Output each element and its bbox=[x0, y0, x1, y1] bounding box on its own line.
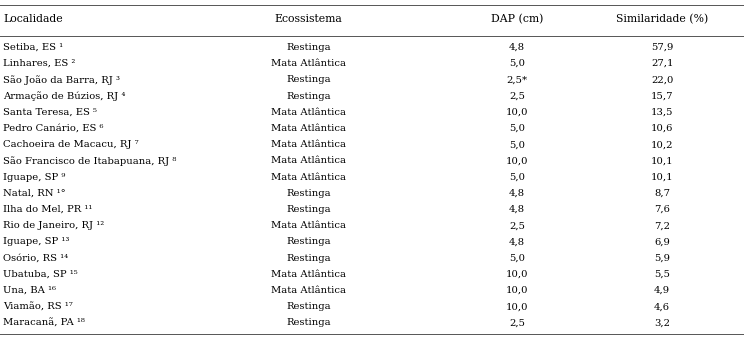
Text: Osório, RS ¹⁴: Osório, RS ¹⁴ bbox=[3, 254, 68, 263]
Text: 5,0: 5,0 bbox=[509, 59, 525, 68]
Text: 5,9: 5,9 bbox=[654, 254, 670, 263]
Text: 10,2: 10,2 bbox=[651, 140, 673, 149]
Text: 13,5: 13,5 bbox=[651, 108, 673, 117]
Text: 5,0: 5,0 bbox=[509, 140, 525, 149]
Text: Una, BA ¹⁶: Una, BA ¹⁶ bbox=[3, 286, 56, 295]
Text: Restinga: Restinga bbox=[286, 189, 331, 198]
Text: 4,8: 4,8 bbox=[509, 43, 525, 52]
Text: 7,2: 7,2 bbox=[654, 221, 670, 230]
Text: Natal, RN ¹°: Natal, RN ¹° bbox=[3, 189, 65, 198]
Text: 4,6: 4,6 bbox=[654, 302, 670, 311]
Text: São Francisco de Itabapuana, RJ ⁸: São Francisco de Itabapuana, RJ ⁸ bbox=[3, 156, 176, 166]
Text: Restinga: Restinga bbox=[286, 302, 331, 311]
Text: 4,9: 4,9 bbox=[654, 286, 670, 295]
Text: 5,0: 5,0 bbox=[509, 173, 525, 182]
Text: Mata Atlântica: Mata Atlântica bbox=[272, 270, 346, 279]
Text: 4,8: 4,8 bbox=[509, 205, 525, 214]
Text: 10,6: 10,6 bbox=[651, 124, 673, 133]
Text: 3,2: 3,2 bbox=[654, 318, 670, 327]
Text: Localidade: Localidade bbox=[3, 14, 62, 24]
Text: Restinga: Restinga bbox=[286, 205, 331, 214]
Text: Restinga: Restinga bbox=[286, 237, 331, 247]
Text: Iguape, SP ¹³: Iguape, SP ¹³ bbox=[3, 237, 69, 247]
Text: 10,0: 10,0 bbox=[506, 156, 528, 166]
Text: Mata Atlântica: Mata Atlântica bbox=[272, 108, 346, 117]
Text: Mata Atlântica: Mata Atlântica bbox=[272, 59, 346, 68]
Text: 57,9: 57,9 bbox=[651, 43, 673, 52]
Text: 10,0: 10,0 bbox=[506, 270, 528, 279]
Text: 27,1: 27,1 bbox=[651, 59, 673, 68]
Text: Mata Atlântica: Mata Atlântica bbox=[272, 173, 346, 182]
Text: 2,5*: 2,5* bbox=[507, 75, 527, 84]
Text: Ecossistema: Ecossistema bbox=[275, 14, 343, 24]
Text: Armação de Búzios, RJ ⁴: Armação de Búzios, RJ ⁴ bbox=[3, 91, 125, 101]
Text: Maracanã, PA ¹⁸: Maracanã, PA ¹⁸ bbox=[3, 318, 85, 328]
Text: Restinga: Restinga bbox=[286, 75, 331, 84]
Text: 5,0: 5,0 bbox=[509, 254, 525, 263]
Text: 10,0: 10,0 bbox=[506, 108, 528, 117]
Text: São João da Barra, RJ ³: São João da Barra, RJ ³ bbox=[3, 75, 120, 85]
Text: Mata Atlântica: Mata Atlântica bbox=[272, 140, 346, 149]
Text: 7,6: 7,6 bbox=[654, 205, 670, 214]
Text: Setiba, ES ¹: Setiba, ES ¹ bbox=[3, 43, 63, 52]
Text: 4,8: 4,8 bbox=[509, 189, 525, 198]
Text: Ilha do Mel, PR ¹¹: Ilha do Mel, PR ¹¹ bbox=[3, 205, 92, 214]
Text: Viamão, RS ¹⁷: Viamão, RS ¹⁷ bbox=[3, 302, 73, 311]
Text: Rio de Janeiro, RJ ¹²: Rio de Janeiro, RJ ¹² bbox=[3, 221, 104, 230]
Text: Linhares, ES ²: Linhares, ES ² bbox=[3, 59, 75, 68]
Text: Pedro Canário, ES ⁶: Pedro Canário, ES ⁶ bbox=[3, 124, 103, 133]
Text: Restinga: Restinga bbox=[286, 318, 331, 327]
Text: Ubatuba, SP ¹⁵: Ubatuba, SP ¹⁵ bbox=[3, 270, 77, 279]
Text: 10,1: 10,1 bbox=[651, 173, 673, 182]
Text: 10,1: 10,1 bbox=[651, 156, 673, 166]
Text: 2,5: 2,5 bbox=[509, 221, 525, 230]
Text: 6,9: 6,9 bbox=[654, 237, 670, 247]
Text: 5,5: 5,5 bbox=[654, 270, 670, 279]
Text: Mata Atlântica: Mata Atlântica bbox=[272, 156, 346, 166]
Text: 5,0: 5,0 bbox=[509, 124, 525, 133]
Text: Restinga: Restinga bbox=[286, 254, 331, 263]
Text: 2,5: 2,5 bbox=[509, 318, 525, 327]
Text: Mata Atlântica: Mata Atlântica bbox=[272, 221, 346, 230]
Text: Cachoeira de Macacu, RJ ⁷: Cachoeira de Macacu, RJ ⁷ bbox=[3, 140, 138, 149]
Text: 10,0: 10,0 bbox=[506, 286, 528, 295]
Text: Iguape, SP ⁹: Iguape, SP ⁹ bbox=[3, 173, 65, 182]
Text: 8,7: 8,7 bbox=[654, 189, 670, 198]
Text: Mata Atlântica: Mata Atlântica bbox=[272, 124, 346, 133]
Text: 10,0: 10,0 bbox=[506, 302, 528, 311]
Text: Mata Atlântica: Mata Atlântica bbox=[272, 286, 346, 295]
Text: Restinga: Restinga bbox=[286, 92, 331, 101]
Text: DAP (cm): DAP (cm) bbox=[491, 14, 543, 24]
Text: Similaridade (%): Similaridade (%) bbox=[616, 14, 708, 24]
Text: Restinga: Restinga bbox=[286, 43, 331, 52]
Text: 4,8: 4,8 bbox=[509, 237, 525, 247]
Text: 2,5: 2,5 bbox=[509, 92, 525, 101]
Text: Santa Teresa, ES ⁵: Santa Teresa, ES ⁵ bbox=[3, 108, 97, 117]
Text: 22,0: 22,0 bbox=[651, 75, 673, 84]
Text: 15,7: 15,7 bbox=[651, 92, 673, 101]
